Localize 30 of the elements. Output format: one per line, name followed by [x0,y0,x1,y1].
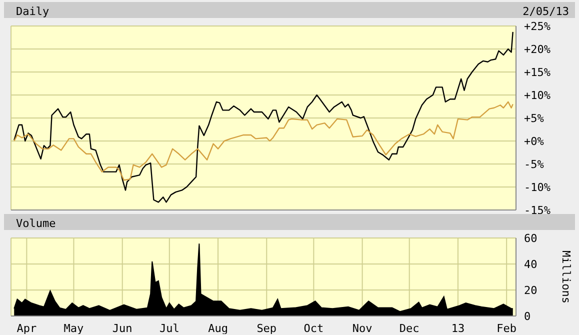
line-series [14,101,514,181]
y-tick-label: +25% [524,20,551,33]
x-tick-label: Sep [256,322,277,335]
y-tick-label: -5% [524,158,544,171]
y-tick-label: +10% [524,88,551,102]
x-tick-label: Oct [304,322,324,335]
y-tick-label: -15% [524,204,551,217]
x-tick-label: Aug [208,322,228,335]
x-tick-label: Jul [159,322,180,335]
chart-title: Daily [16,5,50,18]
x-tick-label: Dec [399,322,420,335]
y-axis-title: Millions [560,250,572,304]
x-tick-label: 13 [451,322,465,335]
y-tick-label: 60 [524,232,538,245]
y-tick-label: +20% [524,42,551,56]
text: 2/05/13 [522,5,569,18]
x-tick-label: Apr [16,322,37,335]
x-tick-label: Jun [112,322,132,335]
chart-title: Volume [16,217,56,230]
y-tick-label: +0% [524,134,544,148]
y-tick-label: +15% [524,66,551,79]
y-tick-label: 0 [524,310,531,323]
y-tick-label: -10% [524,180,551,194]
line-series [14,31,514,203]
y-tick-label: +5% [524,112,544,125]
y-tick-label: 40 [524,258,538,271]
x-tick-label: Feb [496,322,517,335]
y-tick-label: 20 [524,284,538,297]
x-tick-label: Nov [352,322,373,335]
x-tick-label: May [64,322,84,335]
